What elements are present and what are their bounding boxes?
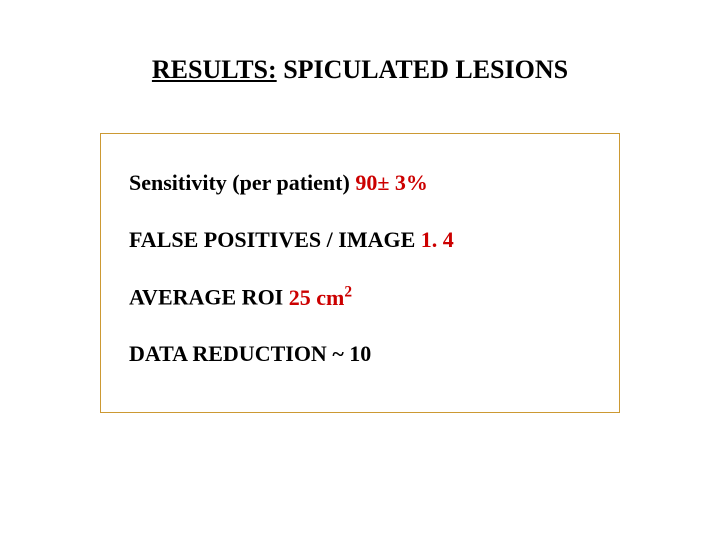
label-sensitivity: Sensitivity (per patient) xyxy=(129,170,355,195)
label-data-reduction: DATA REDUCTION xyxy=(129,341,332,366)
label-false-positives: FALSE POSITIVES / IMAGE xyxy=(129,227,421,252)
results-box: Sensitivity (per patient) 90± 3% FALSE P… xyxy=(100,133,620,413)
title-underlined: RESULTS: xyxy=(152,55,277,84)
value-sensitivity: 90± 3% xyxy=(355,170,428,195)
slide-title: RESULTS: SPICULATED LESIONS xyxy=(0,55,720,85)
line-sensitivity: Sensitivity (per patient) 90± 3% xyxy=(129,169,591,198)
line-avg-roi: AVERAGE ROI 25 cm2 xyxy=(129,282,591,312)
value-false-positives: 1. 4 xyxy=(421,227,454,252)
value-data-reduction: ~ 10 xyxy=(332,341,371,366)
slide-container: RESULTS: SPICULATED LESIONS Sensitivity … xyxy=(0,0,720,540)
value-avg-roi: 25 cm2 xyxy=(289,285,352,310)
title-rest: SPICULATED LESIONS xyxy=(277,55,568,84)
label-avg-roi: AVERAGE ROI xyxy=(129,285,289,310)
line-data-reduction: DATA REDUCTION ~ 10 xyxy=(129,340,591,369)
line-false-positives: FALSE POSITIVES / IMAGE 1. 4 xyxy=(129,226,591,255)
